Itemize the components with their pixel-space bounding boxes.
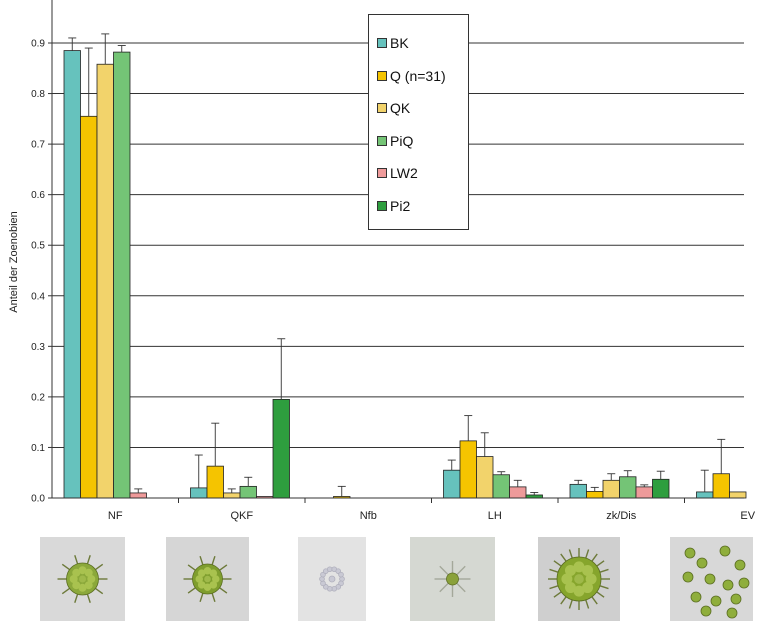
bar-bk-nf [63, 50, 81, 499]
thumb-qkf [166, 537, 249, 621]
x-tick-label: EV [740, 510, 755, 522]
y-tick-label: 0.7 [31, 140, 45, 151]
legend-item: Pi2 [377, 196, 410, 216]
bar-piq-qkf [239, 485, 257, 499]
bar-pi2-qkf [272, 399, 290, 499]
legend-swatch [377, 103, 387, 113]
legend: BK Q (n=31) QK PiQ LW2 Pi2 [368, 14, 469, 230]
legend-swatch [377, 200, 387, 211]
bar-bk-ev [696, 491, 714, 499]
x-tick-label: NF [108, 510, 123, 522]
bar-piq-lh [492, 474, 510, 499]
x-tick-label: QKF [230, 510, 253, 522]
legend-swatch [377, 135, 387, 146]
y-tick-label: 0.4 [31, 291, 45, 302]
legend-item: LW2 [377, 163, 418, 183]
bar-qk-lh [476, 456, 494, 499]
legend-item: Q (n=31) [377, 66, 446, 86]
y-axis-label: Anteil der Zoenobien [8, 211, 20, 313]
bar-q-n-31--qkf [206, 465, 224, 499]
bar-q-n-31--nf [80, 115, 98, 499]
legend-label: Q (n=31) [390, 67, 446, 84]
y-tick-label: 0.5 [31, 241, 45, 252]
bar-piq-nf [113, 51, 131, 499]
y-tick-label: 0.9 [31, 39, 45, 50]
y-tick-label: 0.3 [31, 342, 45, 353]
legend-item: BK [377, 33, 409, 53]
legend-label: Pi2 [390, 197, 411, 214]
bar-lw2-zk-dis [635, 486, 653, 499]
x-tick-label: zk/Dis [606, 510, 636, 522]
thumb-nfb [298, 537, 366, 621]
bar-lw2-nf [129, 492, 147, 499]
legend-swatch [377, 70, 387, 81]
bar-lw2-lh [509, 486, 527, 499]
thumb-ev [670, 537, 753, 621]
bar-chart: 0.0 0.1 0.2 0.3 0.4 0.5 0.6 0.7 0.8 0.9 NF QKF Nfb LH… [8, 0, 756, 522]
bar-q-n-31--lh [459, 440, 477, 499]
bar-qk-ev [729, 491, 747, 499]
legend-item: PiQ [377, 131, 413, 151]
legend-swatch [377, 38, 387, 48]
bar-q-n-31--zk-dis [586, 491, 604, 499]
bar-piq-zk-dis [619, 476, 637, 499]
bar-pi2-zk-dis [652, 478, 670, 499]
axes: 0.0 0.1 0.2 0.3 0.4 0.5 0.6 0.7 0.8 0.9 NF QKF Nfb LH… [31, 0, 756, 522]
legend-swatch [377, 168, 387, 178]
y-tick-label: 0.0 [31, 494, 45, 505]
legend-label: LW2 [390, 165, 418, 181]
bar-qk-qkf [223, 492, 241, 499]
x-tick-label: Nfb [360, 510, 377, 522]
y-tick-label: 0.1 [31, 443, 45, 454]
bar-qk-zk-dis [602, 479, 620, 499]
y-tick-label: 0.6 [31, 190, 45, 201]
bars [63, 33, 747, 499]
y-tick-label: 0.2 [31, 392, 45, 403]
bar-bk-lh [443, 469, 461, 499]
thumb-zkdis [538, 537, 620, 621]
bar-q-n-31--ev [712, 473, 730, 499]
bar-bk-qkf [190, 487, 208, 499]
bar-bk-zk-dis [569, 483, 587, 499]
thumb-lh [410, 537, 495, 621]
legend-label: QK [390, 100, 411, 116]
legend-label: PiQ [390, 132, 414, 149]
y-tick-label: 0.8 [31, 89, 45, 100]
thumb-nf [40, 537, 125, 621]
x-tick-label: LH [488, 510, 502, 522]
legend-item: QK [377, 98, 410, 118]
legend-label: BK [390, 35, 409, 51]
bar-qk-nf [96, 63, 114, 499]
